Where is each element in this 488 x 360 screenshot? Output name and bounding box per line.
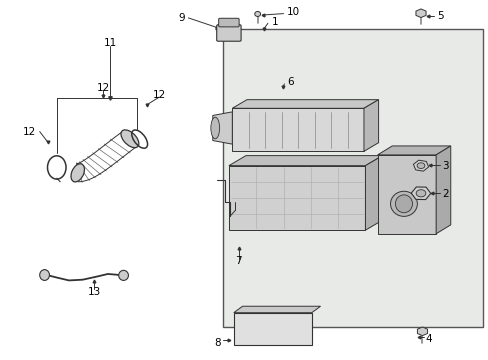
FancyBboxPatch shape [218,18,239,27]
Circle shape [416,163,424,168]
Polygon shape [212,112,232,144]
Text: 3: 3 [441,161,447,171]
Ellipse shape [390,191,416,216]
Circle shape [415,190,425,197]
Text: 13: 13 [87,287,101,297]
Text: 9: 9 [178,13,184,23]
Polygon shape [363,100,378,151]
Text: 12: 12 [96,83,109,93]
Text: 8: 8 [214,338,221,348]
Ellipse shape [121,130,139,148]
Text: 12: 12 [152,90,165,100]
Text: 11: 11 [103,38,117,48]
Polygon shape [233,306,320,313]
Ellipse shape [254,12,260,17]
Text: 5: 5 [436,11,443,21]
Text: 10: 10 [286,7,299,17]
Polygon shape [228,156,382,166]
Ellipse shape [71,164,84,182]
Bar [233,313,311,345]
Text: 4: 4 [425,333,431,343]
FancyBboxPatch shape [216,25,241,41]
Ellipse shape [40,270,49,280]
Polygon shape [232,100,378,108]
Ellipse shape [119,270,128,280]
Bar [222,30,483,327]
Polygon shape [228,166,365,230]
Ellipse shape [395,195,412,213]
Polygon shape [377,155,435,234]
Text: 6: 6 [287,77,293,87]
Text: 12: 12 [23,127,36,136]
Text: 7: 7 [235,256,242,266]
Text: 1: 1 [271,17,277,27]
Polygon shape [365,156,382,230]
Ellipse shape [210,117,219,139]
Text: 2: 2 [441,189,447,199]
Polygon shape [377,146,450,155]
Polygon shape [435,146,450,234]
Polygon shape [232,108,363,151]
